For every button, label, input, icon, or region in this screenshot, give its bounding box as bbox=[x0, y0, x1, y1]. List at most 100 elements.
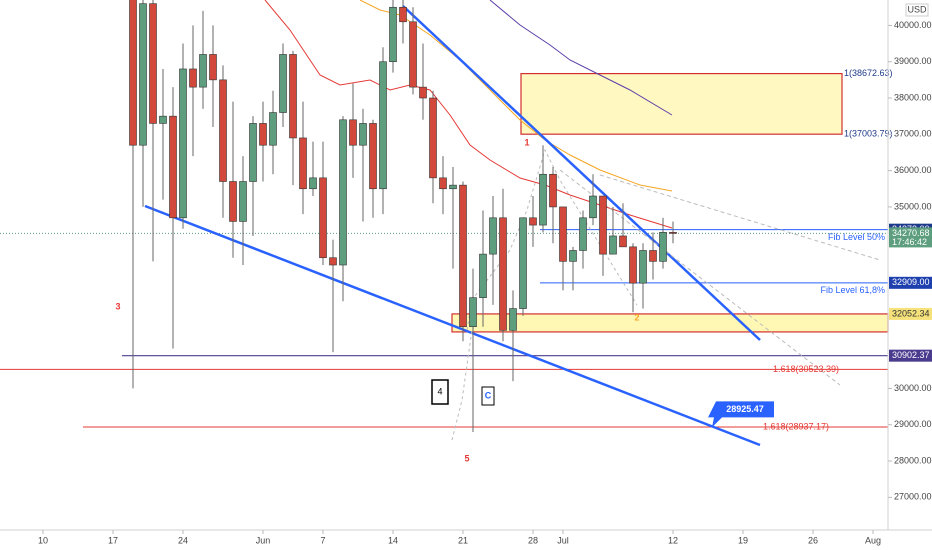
wave-label: C bbox=[485, 390, 492, 400]
y-tick-label: 35000.00 bbox=[894, 201, 932, 211]
candle-body bbox=[619, 235, 627, 248]
candle-body bbox=[539, 173, 547, 226]
candle-body bbox=[189, 68, 197, 88]
candle-body bbox=[219, 79, 227, 182]
candle-body bbox=[609, 235, 617, 255]
candle-body bbox=[489, 217, 497, 255]
price-label-box bbox=[889, 276, 932, 289]
candle-body bbox=[349, 119, 357, 146]
candle-body bbox=[459, 184, 467, 328]
x-tick-label: Jul bbox=[557, 535, 569, 545]
x-tick-label: 28 bbox=[528, 535, 538, 545]
moving-average bbox=[264, 0, 673, 229]
wave-box bbox=[481, 386, 495, 406]
wave-label: 5 bbox=[464, 453, 469, 463]
level-label: Fib Level 61,8% bbox=[820, 285, 885, 295]
wave-label: 1 bbox=[524, 137, 529, 147]
currency-box bbox=[905, 3, 929, 17]
trend-line bbox=[402, 5, 761, 341]
moving-average bbox=[489, 0, 673, 116]
wave-box bbox=[431, 379, 449, 405]
y-tick-label: 29000.00 bbox=[894, 419, 932, 429]
y-tick-label: 36000.00 bbox=[894, 165, 932, 175]
callout-box bbox=[708, 401, 774, 428]
candle-body bbox=[629, 246, 637, 284]
candle-body bbox=[669, 232, 677, 234]
x-tick-label: Jun bbox=[256, 535, 271, 545]
candle-body bbox=[449, 184, 457, 190]
candle-body bbox=[129, 0, 137, 146]
candle-body bbox=[229, 181, 237, 222]
x-tick-label: 24 bbox=[178, 535, 188, 545]
candle-body bbox=[179, 68, 187, 219]
candle-body bbox=[279, 54, 287, 113]
y-tick-label: 38000.00 bbox=[894, 92, 932, 102]
candle-body bbox=[289, 54, 297, 139]
x-tick-label: 7 bbox=[320, 535, 325, 545]
candle-body bbox=[549, 173, 557, 208]
plot: Fib Level 50% Fib Level 61,8% 1(38672.63) 1… bbox=[0, 0, 893, 463]
candle-body bbox=[329, 257, 337, 266]
candle-body bbox=[249, 123, 257, 182]
zone-box bbox=[451, 313, 889, 333]
countdown: 17:46:42 bbox=[892, 237, 927, 247]
price-label-box bbox=[889, 349, 932, 362]
level-label: Fib Level 50% bbox=[828, 232, 885, 242]
candle-body bbox=[519, 217, 527, 309]
candle-body bbox=[499, 217, 507, 331]
price-label-box bbox=[889, 227, 932, 248]
candle-body bbox=[559, 206, 567, 262]
level-label: 1.618(30523.39) bbox=[773, 364, 839, 374]
candle-body bbox=[359, 123, 367, 146]
candle-body bbox=[589, 195, 597, 219]
x-tick-label: 14 bbox=[388, 535, 398, 545]
x-tick-label: 10 bbox=[38, 535, 48, 545]
y-tick-label: 27000.00 bbox=[894, 492, 932, 502]
candle-body bbox=[659, 232, 667, 262]
candle-body bbox=[319, 177, 327, 259]
price-label: 30902.37 bbox=[892, 350, 930, 360]
candle-body bbox=[429, 97, 437, 179]
candle-body bbox=[299, 137, 307, 190]
x-tick-label: 12 bbox=[668, 535, 678, 545]
candle-body bbox=[139, 3, 147, 146]
currency: USD bbox=[907, 4, 927, 14]
callout-label: 28925.47 bbox=[726, 404, 764, 414]
candle-body bbox=[469, 297, 477, 328]
candle-body bbox=[239, 181, 247, 222]
trend-line bbox=[144, 204, 761, 447]
price-label: 32909.00 bbox=[892, 277, 930, 287]
candle-body bbox=[529, 217, 537, 226]
y-tick-label: 37000.00 bbox=[894, 129, 932, 139]
price-label-box bbox=[889, 307, 932, 320]
candle-body bbox=[159, 115, 167, 124]
candle-body bbox=[369, 123, 377, 190]
candle-body bbox=[399, 6, 407, 23]
candle-body bbox=[409, 21, 417, 88]
candle-body bbox=[579, 217, 587, 251]
candle-body bbox=[439, 177, 447, 190]
candle-body bbox=[149, 3, 157, 124]
zone-box bbox=[520, 72, 843, 135]
wave-label: 3 bbox=[115, 301, 120, 311]
candle-body bbox=[169, 115, 177, 219]
price-label: 32052.34 bbox=[892, 308, 930, 318]
candle-body bbox=[259, 123, 267, 146]
price-label: 34270.68 bbox=[892, 228, 930, 238]
candle-body bbox=[479, 253, 487, 298]
candle-body bbox=[209, 54, 217, 81]
candle-body bbox=[389, 6, 397, 63]
x-tick-label: 17 bbox=[108, 535, 118, 545]
x-tick-label: 26 bbox=[808, 535, 818, 545]
candle-body bbox=[309, 177, 317, 190]
y-tick-label: 30000.00 bbox=[894, 383, 932, 393]
candle-body bbox=[599, 195, 607, 255]
wave-path bbox=[451, 329, 473, 441]
candle-body bbox=[379, 61, 387, 190]
candle-body bbox=[419, 86, 427, 99]
candle-body bbox=[639, 250, 647, 284]
x-tick-label: 21 bbox=[458, 535, 468, 545]
x-tick-label: 19 bbox=[738, 535, 748, 545]
wave-label: 4 bbox=[437, 386, 442, 396]
level-label: 1(37003.79) bbox=[844, 129, 893, 139]
